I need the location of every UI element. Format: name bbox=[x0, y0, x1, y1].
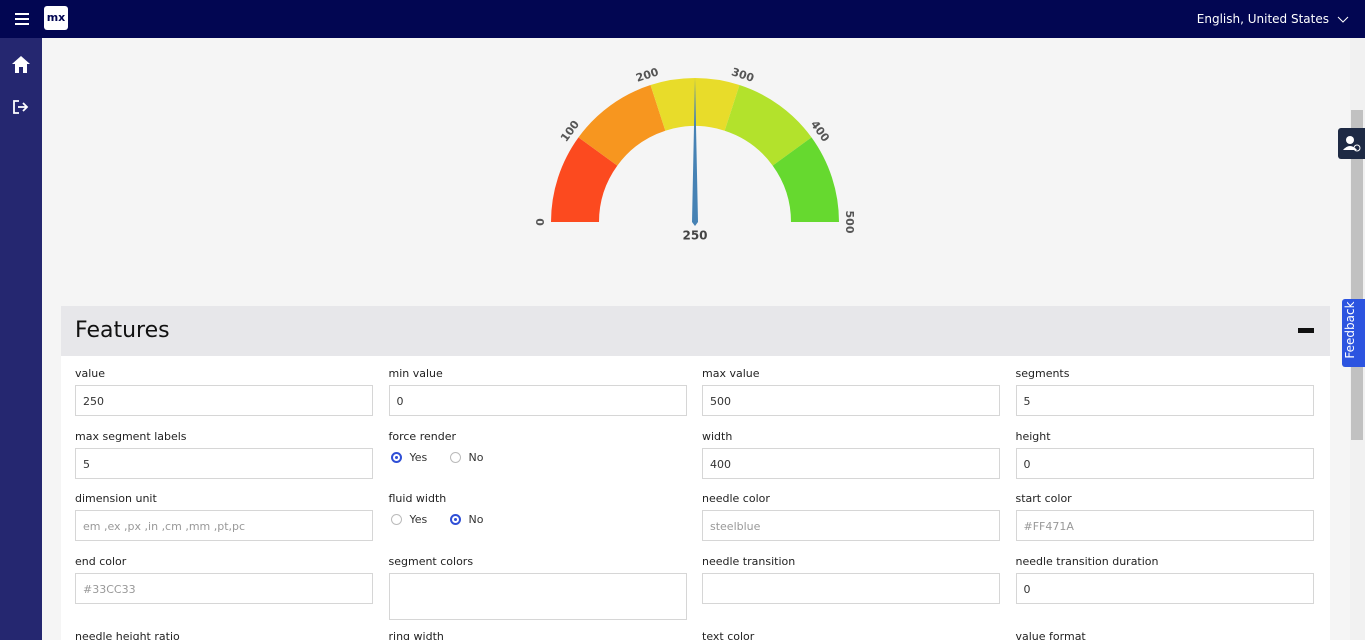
radio-button[interactable] bbox=[449, 452, 461, 463]
features-panel: Features value 250 min value 0 max value 500 s… bbox=[61, 306, 1330, 640]
sidebar bbox=[0, 38, 42, 640]
text-input[interactable]: #33CC33 bbox=[75, 573, 373, 604]
text-input[interactable]: 0 bbox=[1015, 448, 1314, 479]
menu-icon[interactable] bbox=[15, 13, 29, 25]
home-icon[interactable] bbox=[11, 55, 31, 75]
radio-button[interactable] bbox=[390, 452, 402, 463]
field-label: max segment labels bbox=[75, 430, 187, 443]
gauge-segment bbox=[578, 85, 666, 166]
feedback-tab[interactable] bbox=[1342, 299, 1365, 367]
field-label: needle transition bbox=[702, 555, 796, 568]
field-label: fluid width bbox=[388, 492, 447, 505]
field-label: force render bbox=[388, 430, 457, 443]
radio-label: Yes bbox=[409, 513, 428, 526]
field-label: text color bbox=[702, 630, 755, 640]
radio-label: No bbox=[468, 513, 484, 526]
text-input[interactable]: em ,ex ,px ,in ,cm ,mm ,pt,pc bbox=[75, 510, 373, 541]
gauge-tick-label: 300 bbox=[730, 65, 756, 85]
text-input[interactable] bbox=[702, 573, 1000, 604]
text-input[interactable]: 5 bbox=[1015, 385, 1314, 416]
needle bbox=[692, 78, 698, 226]
field-label: value bbox=[75, 367, 106, 380]
text-input[interactable]: 250 bbox=[75, 385, 373, 416]
gauge-value: 250 bbox=[682, 229, 707, 243]
radio-button[interactable] bbox=[449, 514, 461, 525]
text-input[interactable]: steelblue bbox=[702, 510, 1000, 541]
text-input[interactable]: 0 bbox=[388, 385, 687, 416]
chevron bbox=[1337, 16, 1349, 23]
gauge-segment bbox=[551, 137, 618, 222]
collapse-button[interactable] bbox=[1298, 328, 1314, 333]
gauge-tick-label: 200 bbox=[634, 65, 660, 85]
gauge-tick-label: 0 bbox=[534, 218, 547, 226]
gauge-segment bbox=[724, 85, 812, 166]
text-input[interactable]: 5 bbox=[75, 448, 373, 479]
field-label: height bbox=[1015, 430, 1051, 443]
field-label: segments bbox=[1015, 367, 1070, 380]
field-label: needle height ratio bbox=[75, 630, 180, 640]
field-label: end color bbox=[75, 555, 127, 568]
field-label: min value bbox=[388, 367, 443, 380]
field-label: ring width bbox=[388, 630, 444, 640]
text-input[interactable]: 500 bbox=[702, 385, 1000, 416]
field-label: dimension unit bbox=[75, 492, 157, 505]
panel-header: Features bbox=[61, 306, 1330, 356]
field-label: width bbox=[702, 430, 733, 443]
language-select[interactable]: English, United States bbox=[1196, 12, 1329, 26]
top-bar: mx English, United States bbox=[0, 0, 1365, 38]
user-button[interactable] bbox=[1338, 128, 1365, 159]
text-input[interactable]: 0 bbox=[1015, 573, 1314, 604]
scroll-thumb[interactable] bbox=[1351, 110, 1363, 440]
logout-icon[interactable] bbox=[12, 99, 30, 115]
field-label: segment colors bbox=[388, 555, 474, 568]
field-label: start color bbox=[1015, 492, 1072, 505]
radio-label: No bbox=[468, 451, 484, 464]
radio-button[interactable] bbox=[390, 514, 402, 525]
text-input[interactable]: #FF471A bbox=[1015, 510, 1314, 541]
gauge-segment bbox=[772, 137, 839, 222]
panel-title: Features bbox=[75, 318, 170, 343]
textarea[interactable] bbox=[388, 573, 687, 620]
logo[interactable]: mx bbox=[44, 6, 68, 30]
radio-label: Yes bbox=[409, 451, 428, 464]
field-label: needle transition duration bbox=[1015, 555, 1159, 568]
field-label: value format bbox=[1015, 630, 1086, 640]
text-input[interactable]: 400 bbox=[702, 448, 1000, 479]
field-label: max value bbox=[702, 367, 760, 380]
field-label: needle color bbox=[702, 492, 770, 505]
feedback-label[interactable]: Feedback bbox=[1343, 301, 1357, 359]
gauge-tick-label: 500 bbox=[843, 211, 856, 234]
